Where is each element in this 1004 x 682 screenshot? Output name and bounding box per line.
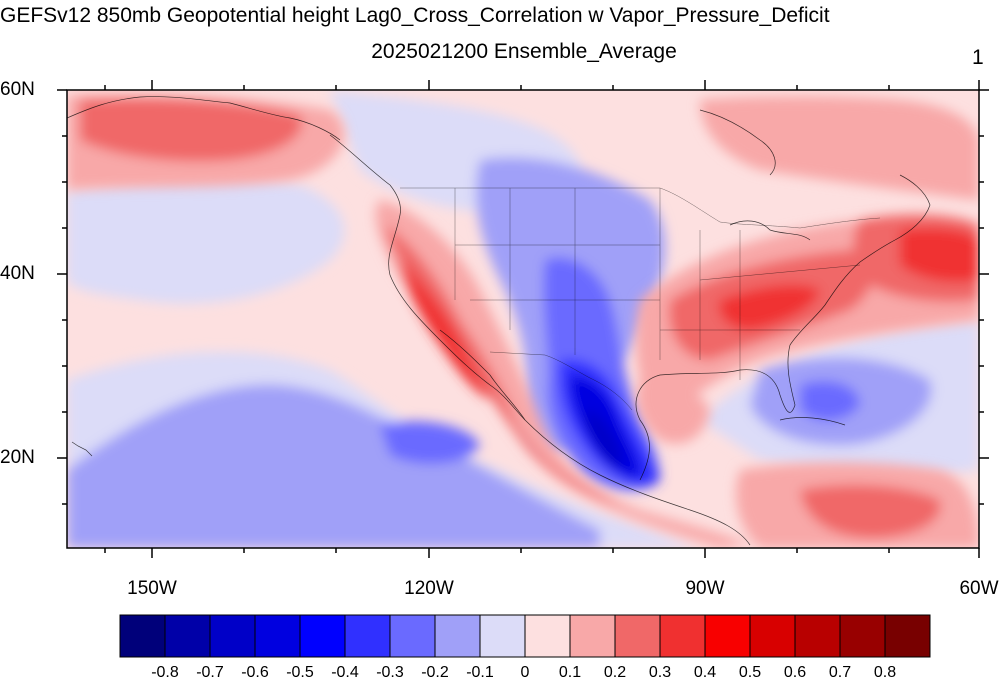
panel-number: 1	[972, 46, 984, 69]
coast-hudson-bay	[699, 109, 776, 176]
colorbar-tick-label: -0.3	[376, 664, 404, 681]
colorbar-tick-label: -0.6	[241, 664, 269, 681]
colorbar-swatch	[659, 614, 706, 658]
colorbar-swatch	[884, 614, 931, 658]
great-lakes	[729, 220, 811, 241]
neg-region-pacific-north	[67, 177, 345, 304]
colorbar-swatch	[344, 614, 391, 658]
border-us-canada	[400, 187, 881, 229]
coast-uswest	[388, 214, 526, 421]
colorbar-swatch	[434, 614, 481, 658]
colorbar-tick-label: 0.4	[693, 664, 717, 681]
colorbar-swatch	[569, 614, 616, 658]
colorbar	[119, 614, 931, 658]
neg-region-atlantic-small	[800, 381, 860, 421]
colorbar-swatch	[749, 614, 796, 658]
colorbar-tick-label: 0.1	[558, 664, 582, 681]
colorbar-swatch	[254, 614, 301, 658]
coast-mexico-pacific	[524, 419, 751, 546]
lat-label-20n: 20N	[0, 447, 35, 468]
lat-label-60n: 60N	[0, 79, 35, 100]
figure-subtitle: 2025021200 Ensemble_Average	[371, 40, 677, 63]
colorbar-tick-label: -0.2	[421, 664, 449, 681]
lat-label-40n: 40N	[0, 263, 35, 284]
state-lines-east	[659, 188, 861, 380]
colorbar-tick-label: 0.8	[873, 664, 897, 681]
figure-title: GEFSv12 850mb Geopotential height Lag0_C…	[0, 4, 830, 27]
lon-label-120w: 120W	[404, 578, 454, 599]
cuba	[779, 417, 846, 426]
colorbar-swatch	[524, 614, 571, 658]
lon-label-60w: 60W	[959, 578, 999, 599]
coast-canada-east	[894, 174, 931, 241]
colorbar-swatch	[389, 614, 436, 658]
neg-region-mod-pacific	[67, 384, 600, 548]
colorbar-tick-label: 0.3	[648, 664, 672, 681]
colorbar-tick-label: -0.5	[286, 664, 314, 681]
lon-label-150w: 150W	[127, 578, 177, 599]
pos-region-eastus-strong	[719, 284, 820, 330]
ticks-top	[104, 80, 980, 90]
colorbar-tick-label: 0.5	[738, 664, 762, 681]
lon-label-90w: 90W	[685, 578, 725, 599]
axis-ticks	[57, 80, 989, 558]
pos-region-npacific-strong	[80, 98, 302, 162]
colorbar-swatch	[479, 614, 526, 658]
colorbar-tick-label: 0.6	[783, 664, 807, 681]
coastlines	[67, 96, 931, 546]
ticks-right	[979, 89, 989, 505]
colorbar-swatch	[299, 614, 346, 658]
neg-region-core-deepest	[584, 410, 622, 467]
colorbar-tick-label: 0.2	[603, 664, 627, 681]
pos-region-westcoast	[375, 200, 750, 548]
coast-baja	[439, 329, 526, 421]
colorbar-tick-label: -0.7	[196, 664, 224, 681]
colorbar-swatch	[209, 614, 256, 658]
map-frame	[66, 89, 980, 549]
border-us-mexico	[489, 351, 633, 411]
hawaii	[71, 441, 93, 457]
state-lines-west	[454, 188, 660, 355]
colorbar-tick-label: 0.7	[828, 664, 852, 681]
colorbar-tick-label: -0.8	[151, 664, 179, 681]
colorbar-swatch	[119, 614, 166, 658]
colorbar-tick-label: -0.1	[466, 664, 494, 681]
colorbar-tick-label: 0	[520, 664, 530, 681]
correlation-field	[67, 90, 979, 548]
colorbar-swatch	[839, 614, 886, 658]
colorbar-swatch	[164, 614, 211, 658]
ticks-left	[57, 89, 67, 505]
coast-gulf	[635, 344, 796, 481]
coast-bc	[329, 134, 401, 216]
coast-useast	[789, 239, 896, 346]
pos-region-hudson	[700, 96, 979, 200]
pos-region-caribbean-mod	[800, 484, 941, 539]
colorbar-swatch	[704, 614, 751, 658]
pos-region-gulf	[636, 379, 710, 444]
ticks-bottom	[104, 548, 980, 558]
pos-region-westcoast-mod	[385, 225, 620, 505]
colorbar-tick-label: -0.4	[331, 664, 359, 681]
coast-alaska	[67, 96, 341, 141]
pos-region-westcoast-strong	[400, 260, 490, 400]
neg-region-hawaii-east	[380, 421, 480, 464]
political-borders	[400, 187, 881, 411]
pos-region-natlantic-strong	[900, 228, 979, 282]
colorbar-swatch	[614, 614, 661, 658]
colorbar-swatch	[794, 614, 841, 658]
